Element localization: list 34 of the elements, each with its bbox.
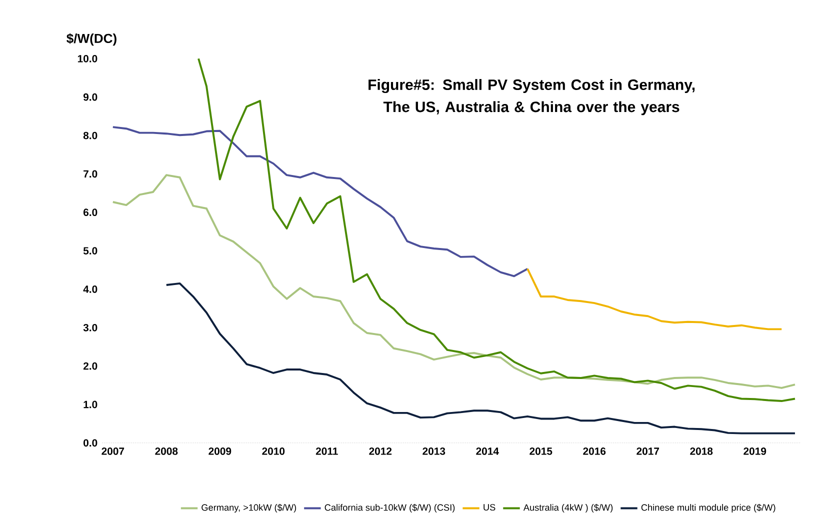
x-tick-label: 2019 xyxy=(744,448,766,455)
x-tick-label: 2007 xyxy=(102,448,124,455)
y-axis-title: $/W(DC) xyxy=(66,33,116,46)
y-tick-label: 5.0 xyxy=(83,247,98,255)
x-tick-label: 2016 xyxy=(583,448,606,455)
legend-label: Germany, >10kW ($/W) xyxy=(202,504,296,513)
y-tick-label: 7.0 xyxy=(84,170,98,178)
x-tick-label: 2018 xyxy=(690,448,713,455)
y-tick-label: 2.0 xyxy=(83,362,98,370)
x-tick-label: 2011 xyxy=(316,448,338,455)
x-tick-label: 2013 xyxy=(422,448,446,455)
x-tick-label: 2012 xyxy=(369,448,392,455)
legend-label: Chinese multi module price ($/W) xyxy=(641,504,776,513)
legend-label: California sub-10kW ($/W) (CSI) xyxy=(324,504,455,513)
line-series xyxy=(112,126,528,278)
text: Figure#5: Small PV System Cost in Germany, The US, Australia & China over the years xyxy=(368,79,695,116)
x-tick-label: 2014 xyxy=(476,448,499,455)
x-tick-label: 2009 xyxy=(208,448,232,455)
x-tick-label: 2017 xyxy=(636,448,659,455)
line-series xyxy=(198,58,796,402)
y-tick-label: 4.0 xyxy=(83,286,98,293)
legend-label: Australia (4kW ) ($/W) xyxy=(523,504,613,513)
x-tick-label: 2015 xyxy=(530,448,552,455)
x-tick-label: 2008 xyxy=(155,448,178,455)
y-tick-label: 10.0 xyxy=(78,55,98,62)
y-tick-label: 6.0 xyxy=(83,208,98,216)
line-series xyxy=(526,268,783,330)
y-tick-label: 8.0 xyxy=(83,132,98,140)
x-tick-label: 2010 xyxy=(262,448,285,455)
y-tick-label: 1.0 xyxy=(84,400,98,408)
y-tick-label: 0.0 xyxy=(84,439,98,447)
y-tick-label: 3.0 xyxy=(83,324,98,332)
legend-label: US xyxy=(484,504,496,511)
y-tick-label: 9.0 xyxy=(83,93,98,101)
